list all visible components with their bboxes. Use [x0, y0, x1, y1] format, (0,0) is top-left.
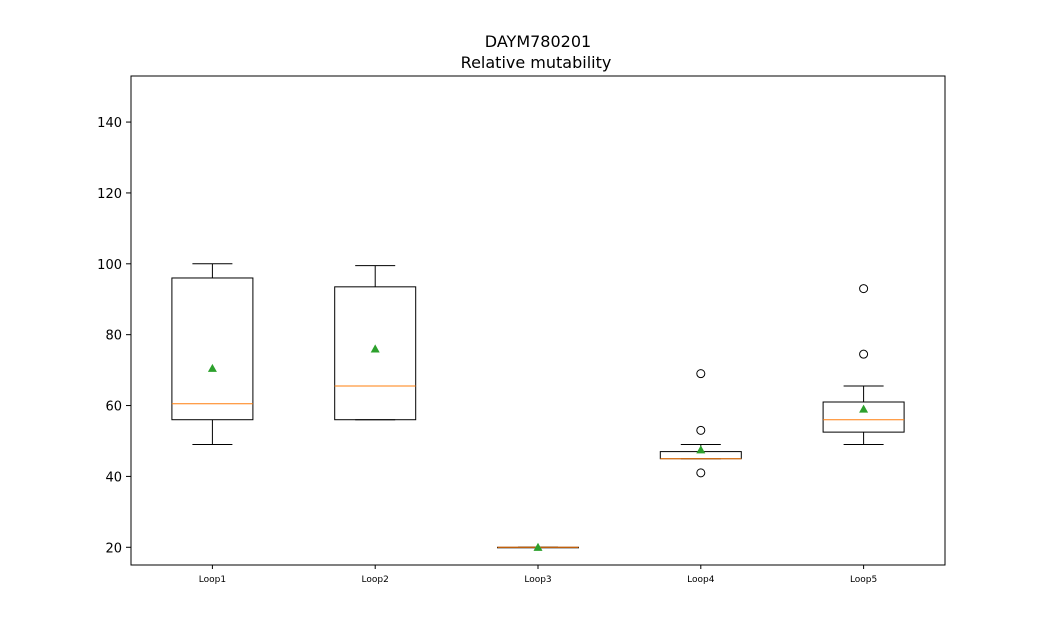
iqr-box	[334, 286, 417, 421]
x-tick-label: Loop2	[362, 575, 389, 585]
outlier-point	[696, 369, 706, 379]
y-tick-label: 140	[97, 116, 122, 131]
y-tick-label: 120	[97, 187, 122, 202]
box-loop5	[822, 284, 905, 446]
outlier-point	[696, 425, 706, 435]
mean-marker	[370, 344, 380, 353]
y-tick-label: 80	[105, 329, 122, 344]
x-tick-label: Loop4	[687, 575, 715, 585]
box-loop1	[171, 263, 254, 446]
box-loop4	[659, 369, 742, 478]
y-tick-label: 20	[105, 541, 122, 556]
mean-marker	[696, 445, 706, 454]
outlier-point	[696, 468, 706, 478]
outlier-point	[859, 284, 869, 294]
box-loop3	[497, 542, 579, 551]
mean-marker	[533, 542, 543, 551]
x-tick-label: Loop3	[524, 575, 551, 585]
x-tick-label: Loop1	[199, 575, 226, 585]
y-axis: 20 40 60 80 100 120 140	[97, 116, 131, 556]
y-tick-label: 60	[105, 400, 122, 415]
chart-title: DAYM780201	[485, 32, 591, 51]
outlier-point	[859, 349, 869, 359]
y-tick-label: 100	[97, 258, 122, 273]
mean-marker	[859, 404, 869, 413]
chart-subtitle: Relative mutability	[461, 53, 612, 72]
box-series	[171, 263, 905, 551]
x-axis: Loop1 Loop2 Loop3 Loop4 Loop5	[199, 565, 877, 585]
iqr-box	[171, 277, 254, 421]
box-loop2	[334, 265, 417, 421]
x-tick-label: Loop5	[850, 575, 877, 585]
y-tick-label: 40	[105, 470, 122, 485]
mean-marker	[207, 363, 217, 372]
iqr-box	[822, 401, 905, 433]
